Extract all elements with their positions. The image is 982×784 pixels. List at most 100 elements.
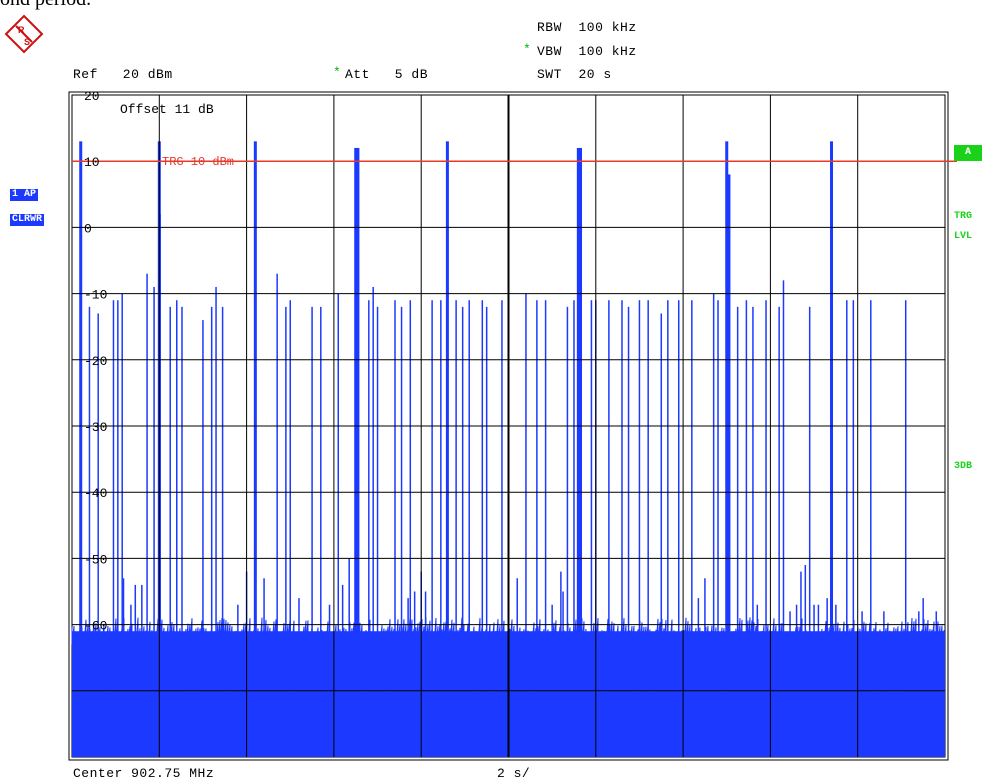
- burst-59: [536, 300, 538, 757]
- offset-label: Offset 11 dB: [120, 102, 214, 117]
- burst-26: [285, 306, 287, 757]
- burst-75: [660, 313, 663, 757]
- burst-95: [804, 565, 807, 757]
- burst-86: [745, 300, 748, 757]
- burst-48: [440, 300, 442, 757]
- burst-92: [789, 611, 791, 757]
- burst-74: [647, 300, 649, 757]
- burst-66: [576, 147, 580, 757]
- burst-51: [461, 306, 464, 757]
- burst-42: [409, 300, 412, 757]
- trace-clrwr-badge: CLRWR: [10, 214, 45, 226]
- burst-4: [117, 300, 119, 757]
- burst-24: [263, 578, 265, 757]
- burst-2: [97, 313, 99, 757]
- burst-94: [800, 571, 802, 757]
- rbw-label: RBW 100 kHz: [537, 20, 637, 35]
- trigger-label: TRG 10 dBm: [162, 155, 234, 169]
- burst-7: [130, 604, 132, 757]
- burst-29: [311, 306, 313, 757]
- burst-9: [141, 584, 143, 757]
- 3db-label: 3DB: [954, 461, 973, 472]
- burst-53: [481, 300, 484, 757]
- caption-text: ond period.: [0, 0, 91, 11]
- burst-20: [221, 306, 224, 757]
- burst-62: [560, 571, 562, 757]
- burst-84: [727, 174, 731, 757]
- burst-25: [276, 273, 278, 757]
- burst-83: [725, 141, 729, 758]
- trace-line1: 1 AP: [12, 189, 37, 200]
- burst-61: [551, 604, 553, 757]
- burst-44: [413, 591, 416, 757]
- svg-text:S: S: [24, 37, 30, 47]
- burst-27: [289, 300, 291, 757]
- burst-87: [752, 306, 754, 757]
- ref-label: Ref 20 dBm: [73, 67, 173, 82]
- burst-5: [121, 293, 123, 757]
- burst-76: [667, 300, 669, 757]
- sweep-scale-label: 2 s/: [497, 766, 531, 781]
- burst-110: [922, 598, 924, 757]
- burst-18: [210, 306, 213, 757]
- y-tick-label-4: -20: [84, 354, 107, 369]
- limit-a-marker: A: [954, 145, 982, 161]
- burst-80: [704, 578, 706, 757]
- burst-63: [562, 591, 564, 757]
- att-label: Att 5 dB: [345, 67, 429, 82]
- y-tick-label-0: 20: [84, 89, 100, 104]
- burst-19: [215, 286, 217, 757]
- burst-55: [501, 300, 503, 757]
- burst-13: [159, 214, 161, 757]
- burst-1: [88, 306, 91, 757]
- burst-85: [736, 306, 739, 757]
- y-tick-label-7: -50: [84, 552, 107, 567]
- burst-105: [870, 300, 872, 757]
- burst-37: [368, 300, 370, 757]
- burst-10: [146, 273, 148, 757]
- burst-33: [341, 584, 344, 757]
- burst-68: [590, 300, 593, 757]
- burst-77: [677, 300, 680, 757]
- burst-90: [778, 306, 780, 757]
- burst-109: [918, 611, 920, 757]
- burst-28: [298, 598, 300, 757]
- burst-64: [566, 306, 569, 757]
- burst-72: [627, 306, 630, 757]
- burst-47: [431, 300, 433, 757]
- burst-15: [176, 300, 178, 757]
- burst-70: [608, 300, 610, 757]
- vbw-star: *: [523, 42, 532, 57]
- burst-104: [861, 611, 863, 757]
- burst-54: [485, 306, 488, 757]
- burst-98: [817, 604, 820, 757]
- y-tick-label-8: -60: [84, 619, 107, 634]
- burst-6: [122, 578, 125, 757]
- burst-57: [516, 578, 518, 757]
- burst-41: [400, 306, 403, 757]
- y-tick-label-2: 0: [84, 221, 92, 236]
- burst-67: [579, 147, 583, 757]
- vbw-label: VBW 100 kHz: [537, 44, 637, 59]
- burst-3: [112, 300, 115, 757]
- burst-81: [712, 293, 715, 757]
- burst-30: [320, 306, 322, 757]
- burst-79: [697, 598, 700, 757]
- burst-52: [468, 300, 470, 757]
- swt-label: SWT 20 s: [537, 67, 612, 82]
- burst-39: [376, 306, 379, 757]
- burst-100: [830, 141, 834, 758]
- svg-text:R: R: [18, 25, 25, 35]
- burst-35: [354, 147, 358, 757]
- burst-108: [904, 300, 907, 757]
- burst-32: [337, 293, 340, 757]
- burst-43: [407, 598, 409, 757]
- burst-11: [153, 286, 155, 757]
- y-tick-label-1: 10: [84, 155, 100, 170]
- burst-23: [253, 141, 257, 758]
- burst-88: [756, 604, 759, 757]
- burst-58: [525, 293, 527, 757]
- burst-21: [237, 604, 239, 757]
- burst-46: [424, 591, 427, 757]
- burst-89: [765, 300, 767, 757]
